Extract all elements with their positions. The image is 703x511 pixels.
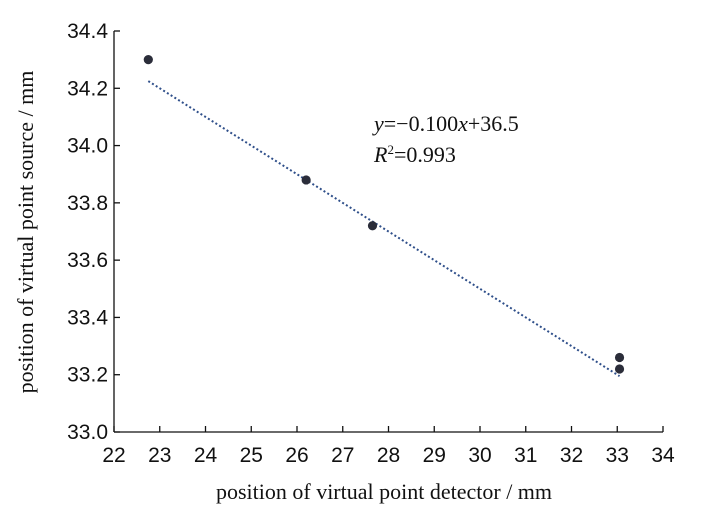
trendline-equation: y=−0.100x+36.5 (372, 111, 519, 136)
x-tick-label: 28 (377, 444, 400, 467)
x-tick-label: 34 (651, 444, 675, 467)
r2-symbol: R (373, 142, 388, 167)
data-point (367, 221, 378, 231)
x-tick-label: 30 (468, 444, 491, 467)
x-axis-ticks: 22 23 24 25 26 27 28 29 30 31 32 33 34 (102, 426, 675, 467)
y-tick-label: 33.0 (67, 421, 108, 444)
y-tick-label: 33.6 (67, 249, 108, 272)
x-tick-label: 26 (285, 444, 308, 467)
x-tick-label: 22 (102, 444, 125, 467)
r2-value: =0.993 (394, 142, 456, 167)
equation-x-var: x (457, 111, 468, 136)
equation-intercept: +36.5 (468, 111, 519, 136)
y-tick-label: 33.2 (67, 364, 108, 387)
x-axis-title: position of virtual point detector / mm (216, 479, 552, 504)
x-tick-label: 33 (606, 444, 629, 467)
data-point (301, 175, 311, 185)
y-tick-label: 34.4 (67, 20, 108, 43)
x-tick-label: 25 (240, 444, 263, 467)
data-point (143, 55, 153, 65)
trendline (147, 80, 621, 377)
y-tick-label: 34.0 (67, 135, 108, 158)
data-points (143, 55, 625, 374)
x-tick-label: 32 (560, 444, 583, 467)
trendline-group (147, 80, 621, 377)
x-tick-label: 29 (423, 444, 446, 467)
x-tick-label: 31 (514, 444, 537, 467)
equation-y-var: y (372, 111, 384, 136)
x-tick-label: 23 (148, 444, 171, 467)
equation-slope: =−0.100 (384, 111, 458, 136)
y-tick-label: 33.8 (67, 192, 108, 215)
y-tick-label: 34.2 (67, 77, 108, 100)
x-tick-label: 27 (331, 444, 354, 467)
r2-superscript: 2 (387, 142, 394, 157)
y-axis-ticks: 33.0 33.2 33.4 33.6 33.8 34.0 34.2 34.4 (67, 20, 120, 444)
data-point (614, 352, 625, 363)
r-squared-label: R2=0.993 (373, 142, 456, 167)
x-tick-label: 24 (194, 444, 218, 467)
data-point (614, 364, 625, 374)
y-tick-label: 33.4 (67, 306, 108, 329)
y-axis-title: position of virtual point source / mm (13, 71, 38, 394)
